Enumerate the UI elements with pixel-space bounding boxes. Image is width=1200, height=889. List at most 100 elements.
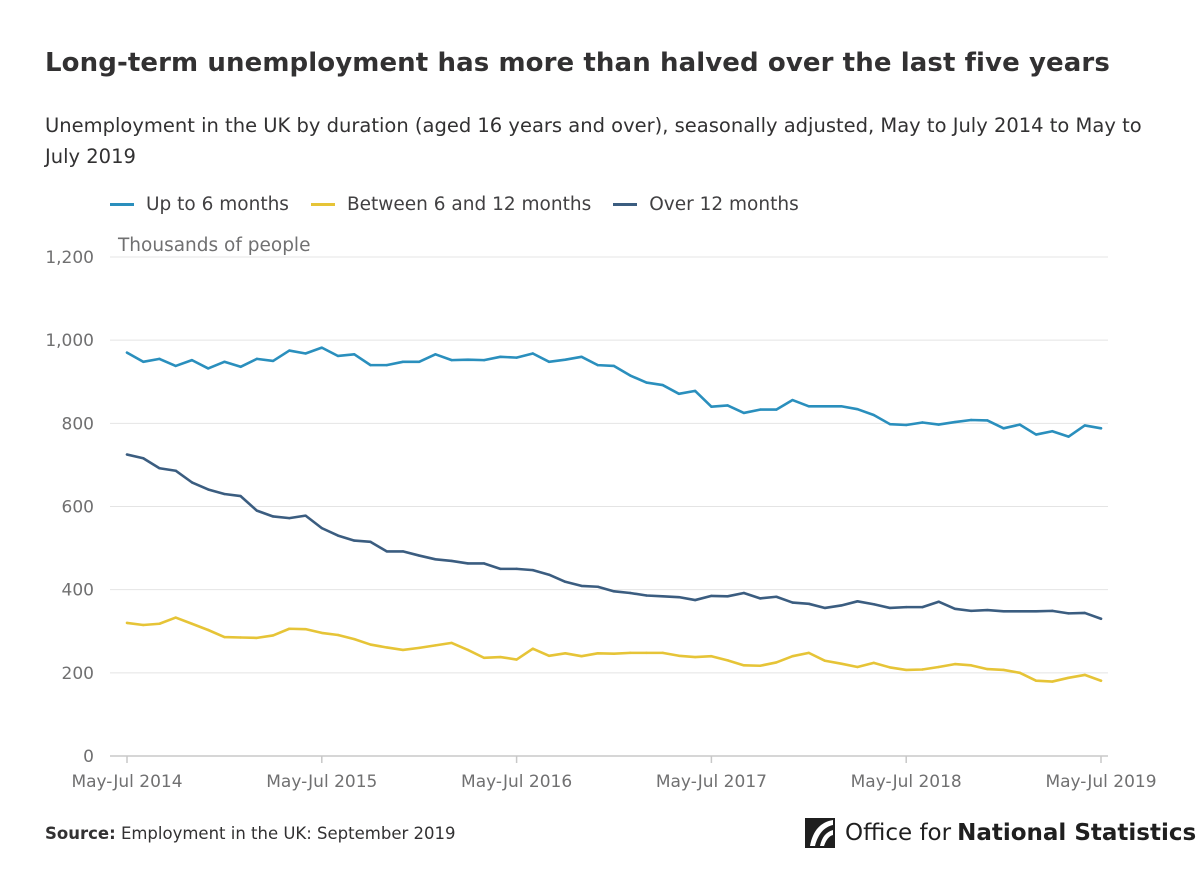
data-point-up-to-6-months [677, 392, 681, 396]
data-point-between-6-and-12-months [612, 652, 616, 655]
data-point-up-to-6-months [531, 352, 535, 355]
data-point-over-12-months [726, 595, 729, 598]
data-point-between-6-and-12-months [223, 635, 226, 639]
ons-logo-text-light: Office for [845, 820, 952, 846]
y-tick-label: 800 [62, 414, 94, 434]
data-point-over-12-months [125, 453, 129, 456]
data-point-over-12-months [856, 600, 859, 603]
data-point-over-12-months [223, 492, 226, 496]
data-point-up-to-6-months [336, 354, 340, 358]
data-point-over-12-months [353, 539, 356, 542]
data-point-between-6-and-12-months [580, 655, 583, 658]
data-point-between-6-and-12-months [921, 668, 924, 671]
data-point-up-to-6-months [726, 404, 729, 407]
data-point-up-to-6-months [271, 359, 275, 363]
data-point-between-6-and-12-months [823, 659, 827, 662]
legend-item-up-to-6-months: Up to 6 months [110, 194, 289, 215]
data-point-between-6-and-12-months [1067, 676, 1070, 680]
data-point-up-to-6-months [888, 422, 892, 426]
data-point-over-12-months [612, 590, 616, 593]
ons-logo-icon [805, 818, 835, 848]
data-point-up-to-6-months [223, 360, 226, 363]
data-point-between-6-and-12-months [742, 664, 746, 667]
data-point-between-6-and-12-months [239, 636, 242, 639]
data-point-between-6-and-12-months [937, 665, 940, 669]
data-point-between-6-and-12-months [174, 616, 177, 619]
data-point-over-12-months [645, 594, 648, 597]
data-point-up-to-6-months [385, 363, 388, 367]
x-tick-label: May-Jul 2018 [851, 772, 962, 792]
data-point-up-to-6-months [515, 356, 518, 359]
data-point-over-12-months [206, 488, 210, 491]
data-point-between-6-and-12-months [531, 647, 535, 650]
data-point-over-12-months [840, 604, 843, 607]
data-point-between-6-and-12-months [255, 636, 259, 640]
data-point-over-12-months [969, 609, 973, 613]
x-tick-label: May-Jul 2016 [461, 772, 572, 792]
data-point-up-to-6-months [1034, 433, 1038, 436]
data-point-between-6-and-12-months [710, 655, 713, 658]
y-tick-label: 600 [62, 498, 94, 518]
source-text: Employment in the UK: September 2019 [120, 824, 456, 843]
data-point-between-6-and-12-months [450, 641, 453, 645]
data-point-over-12-months [872, 603, 875, 606]
data-point-over-12-months [953, 607, 957, 610]
series-line-between-6-and-12-months [125, 616, 1103, 683]
data-point-over-12-months [320, 526, 323, 530]
data-point-up-to-6-months [1083, 424, 1086, 427]
x-tick-label: May-Jul 2017 [656, 772, 767, 792]
ons-logo: Office for National Statistics [803, 816, 1196, 850]
data-point-between-6-and-12-months [466, 648, 470, 652]
data-point-over-12-months [1083, 611, 1086, 615]
data-point-up-to-6-months [158, 357, 161, 361]
line-chart: Thousands of people 0 200 400 600 800 1,000 1,… [45, 235, 1156, 792]
data-point-over-12-months [482, 562, 486, 565]
data-point-up-to-6-months [612, 364, 616, 368]
data-point-up-to-6-months [369, 363, 372, 367]
data-point-between-6-and-12-months [482, 656, 486, 660]
data-point-up-to-6-months [905, 423, 908, 427]
data-point-up-to-6-months [239, 365, 242, 368]
data-point-up-to-6-months [190, 358, 194, 362]
data-point-up-to-6-months [775, 408, 778, 411]
data-point-up-to-6-months [921, 421, 924, 424]
data-point-up-to-6-months [596, 363, 599, 367]
data-point-over-12-months [888, 606, 892, 610]
chart-subtitle: Unemployment in the UK by duration (aged… [45, 114, 1142, 168]
data-point-over-12-months [693, 598, 697, 602]
data-point-between-6-and-12-months [856, 665, 859, 669]
data-point-up-to-6-months [288, 349, 291, 352]
data-point-over-12-months [158, 467, 161, 470]
data-point-between-6-and-12-months [807, 651, 810, 655]
y-tick-label: 0 [83, 747, 94, 767]
legend-label-up-to-6-months: Up to 6 months [146, 193, 289, 215]
data-point-between-6-and-12-months [775, 661, 778, 664]
x-tick-label: May-Jul 2019 [1045, 772, 1156, 792]
data-point-over-12-months [531, 568, 535, 572]
data-point-over-12-months [239, 494, 242, 498]
data-point-up-to-6-months [807, 405, 810, 408]
data-point-up-to-6-months [320, 346, 323, 349]
legend-swatch-up-to-6-months [110, 202, 134, 206]
data-point-up-to-6-months [466, 358, 470, 361]
data-point-between-6-and-12-months [564, 652, 567, 655]
x-tick-label: May-Jul 2015 [266, 772, 377, 792]
data-point-over-12-months [775, 595, 778, 598]
data-point-up-to-6-months [401, 360, 405, 363]
data-point-over-12-months [450, 559, 453, 563]
data-point-up-to-6-months [564, 358, 567, 361]
legend-swatch-over-12-months [613, 202, 638, 206]
data-point-over-12-months [418, 554, 421, 557]
data-point-between-6-and-12-months [1018, 671, 1022, 675]
data-point-up-to-6-months [856, 407, 859, 411]
data-point-between-6-and-12-months [206, 628, 210, 632]
data-point-over-12-months [434, 558, 437, 561]
data-point-over-12-months [921, 605, 924, 609]
data-point-between-6-and-12-months [1083, 673, 1086, 677]
data-point-between-6-and-12-months [791, 655, 794, 658]
y-tick-label: 1,200 [45, 248, 94, 268]
data-point-between-6-and-12-months [385, 646, 388, 649]
data-point-between-6-and-12-months [986, 667, 989, 671]
data-point-up-to-6-months [255, 357, 259, 361]
data-point-up-to-6-months [791, 398, 794, 402]
